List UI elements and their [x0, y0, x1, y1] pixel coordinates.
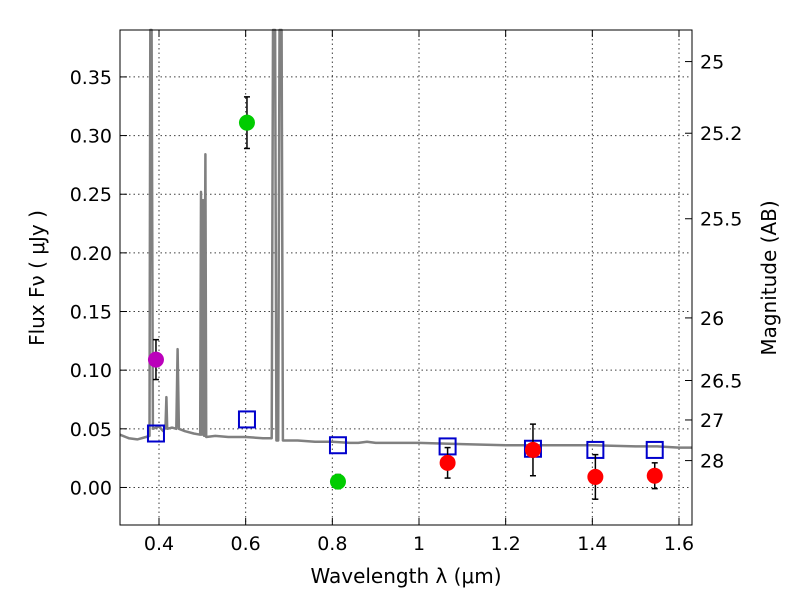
y-tick-label: 0.25 — [70, 184, 112, 206]
mag-tick-label: 25.5 — [700, 209, 742, 231]
axis-ticks: 0.4 0.6 0.8 1 1.2 1.4 1.6 0.00 0.05 0.10 0.15 0.20 0… — [70, 30, 742, 555]
x-tick-label: 0.6 — [231, 533, 261, 555]
y-tick-label: 0.10 — [70, 360, 112, 382]
model-photometry-square — [328, 436, 347, 455]
y-axis-label: Flux Fν ( μJy ) — [25, 210, 49, 346]
y-tick-label: 0.00 — [70, 477, 112, 499]
grid-lines — [120, 30, 692, 525]
y-tick-label: 0.35 — [70, 67, 112, 89]
observed-photometry-layer — [147, 96, 663, 500]
mag-tick-label: 26.5 — [700, 370, 742, 392]
right-axis-label: Magnitude (AB) — [757, 200, 781, 355]
observed-green-bands-point — [238, 114, 255, 131]
mag-tick-label: 25.2 — [700, 123, 742, 145]
observed-red-bands-point — [587, 468, 604, 485]
y-tick-label: 0.20 — [70, 243, 112, 265]
y-tick-label: 0.15 — [70, 302, 112, 324]
model-photometry-square — [146, 424, 165, 443]
x-tick-label: 1.2 — [491, 533, 521, 555]
mag-tick-label: 27 — [700, 410, 724, 432]
x-tick-label: 0.4 — [144, 533, 174, 555]
mag-tick-label: 25 — [700, 52, 724, 74]
mag-tick-label: 28 — [700, 451, 724, 473]
plot-frame — [119, 29, 693, 526]
observed-red-bands-point — [524, 441, 541, 458]
x-tick-label: 0.8 — [317, 533, 347, 555]
model-photometry-square — [237, 410, 256, 429]
x-tick-label: 1 — [413, 533, 425, 555]
observed-red-bands-point — [646, 467, 663, 484]
observed-blue-band-point — [147, 351, 164, 368]
observed-green-bands-point — [329, 473, 346, 490]
y-tick-label: 0.05 — [70, 419, 112, 441]
x-tick-label: 1.4 — [577, 533, 607, 555]
observed-red-bands-point — [439, 454, 456, 471]
x-axis-label: Wavelength λ (μm) — [310, 564, 501, 588]
model-photometry-square — [645, 440, 664, 459]
x-tick-label: 1.6 — [664, 533, 694, 555]
y-tick-label: 0.30 — [70, 126, 112, 148]
mag-tick-label: 26 — [700, 308, 724, 330]
